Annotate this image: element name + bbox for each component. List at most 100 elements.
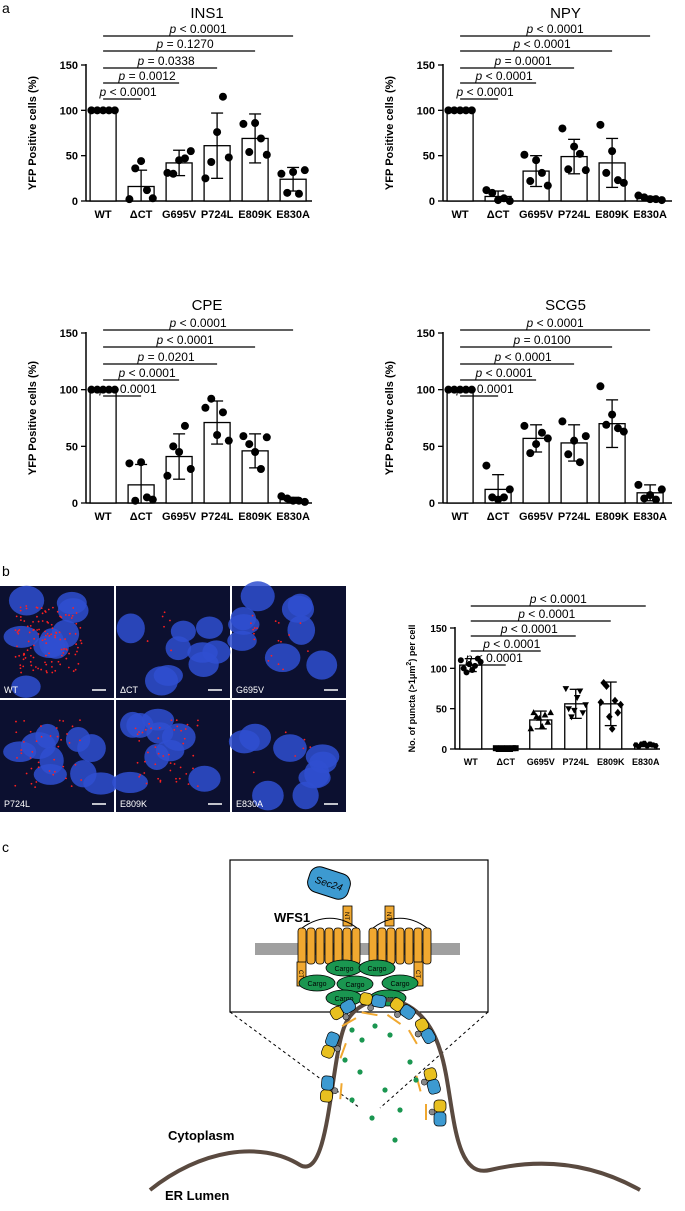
puncta [303, 738, 306, 741]
data-point [104, 106, 113, 115]
data-point [110, 106, 119, 115]
puncta [61, 654, 63, 657]
puncta [134, 727, 137, 730]
puncta [196, 785, 199, 788]
puncta [19, 616, 22, 618]
puncta [143, 772, 146, 774]
data-point [564, 450, 573, 459]
y-tick-label: 0 [72, 498, 78, 510]
puncta [30, 664, 33, 667]
chart-scg5: SCG5 0 50 100 150 YFP Positive cells (%) WT ΔCT… [384, 297, 672, 523]
x-tick-label: P724L [558, 511, 591, 523]
zoom-line-right [379, 1011, 489, 1109]
x-tick-label: P724L [201, 209, 234, 221]
puncta [23, 620, 26, 622]
puncta [256, 627, 258, 630]
puncta [79, 739, 81, 742]
puncta [14, 784, 17, 787]
data-point [245, 148, 254, 157]
puncta [136, 733, 139, 736]
puncta [37, 633, 40, 635]
data-point [640, 494, 649, 503]
x-tick-label: P724L [562, 757, 589, 767]
puncta [288, 634, 290, 636]
puncta [54, 636, 57, 639]
data-point [600, 678, 607, 687]
nucleus [83, 772, 119, 795]
puncta [29, 730, 32, 733]
puncta [184, 728, 187, 730]
data-point [131, 164, 140, 173]
puncta [30, 654, 32, 657]
svg-text:CT: CT [414, 970, 420, 978]
puncta [74, 633, 77, 635]
puncta [75, 612, 78, 614]
data-point [646, 491, 655, 500]
data-point [444, 106, 453, 115]
data-point [169, 169, 178, 178]
puncta [65, 657, 68, 660]
data-point [207, 394, 216, 403]
p-value-label: p = 0.1270 [156, 37, 214, 51]
puncta [70, 617, 73, 619]
puncta [50, 660, 53, 663]
cargo-dot [369, 1115, 375, 1121]
data-point [201, 174, 210, 183]
puncta [154, 763, 157, 766]
puncta [65, 777, 67, 780]
y-tick-label: 150 [60, 60, 78, 72]
puncta [67, 666, 70, 669]
data-point [613, 424, 622, 433]
y-tick-label: 50 [66, 151, 78, 163]
puncta [44, 610, 47, 612]
p-value-label: p = 0.0012 [118, 69, 176, 83]
puncta [16, 645, 18, 648]
data-point [93, 385, 102, 394]
data-point [505, 485, 514, 494]
nucleus [298, 767, 331, 789]
puncta [79, 626, 82, 629]
puncta [253, 632, 255, 635]
data-point [657, 196, 666, 205]
puncta [44, 661, 46, 664]
data-point [169, 442, 178, 451]
y-tick-label: 150 [430, 624, 447, 635]
puncta [26, 649, 29, 652]
tm-helix [324, 927, 334, 965]
y-tick-label: 0 [72, 196, 78, 208]
data-point [526, 449, 535, 458]
x-tick-label: G695V [519, 511, 554, 523]
y-tick-label: 50 [436, 705, 448, 716]
data-point [579, 710, 587, 717]
puncta [15, 731, 18, 734]
puncta [68, 742, 71, 744]
puncta [282, 668, 285, 671]
nucleus [33, 764, 67, 785]
data-point [93, 106, 102, 115]
puncta [186, 723, 189, 726]
puncta [79, 639, 82, 642]
nucleus [8, 585, 45, 616]
puncta [40, 607, 43, 610]
puncta [169, 619, 171, 622]
data-point [467, 385, 476, 394]
y-axis-label: YFP Positive cells (%) [384, 76, 396, 190]
nucleus [230, 606, 256, 631]
panel-a-label: a [2, 0, 10, 16]
data-point [131, 496, 140, 505]
puncta [52, 606, 54, 609]
y-tick-label: 0 [429, 498, 435, 510]
sec24-block [321, 1075, 335, 1091]
data-point [163, 471, 172, 480]
p-value-label: p < 0.0001 [500, 622, 558, 636]
puncta [16, 756, 18, 759]
wfs1-mark [339, 1042, 347, 1059]
data-point [543, 434, 552, 443]
p-value-label: p < 0.0001 [482, 637, 540, 651]
micrograph-label: G695V [236, 685, 264, 695]
linker-dot [428, 1108, 436, 1116]
puncta [294, 755, 297, 757]
tm-helix [413, 927, 423, 965]
data-point [565, 706, 572, 713]
puncta [41, 639, 44, 642]
